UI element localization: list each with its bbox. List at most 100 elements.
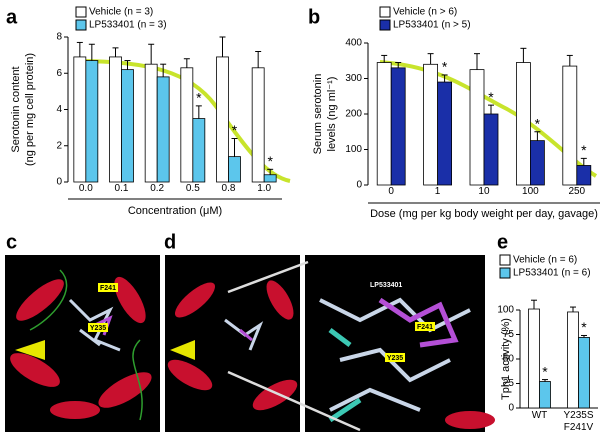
x-tick-label-box: 10 [478,186,490,197]
y-tick-label: 100 [345,144,362,155]
error-bar [566,54,573,67]
legend-label: LP533401 (n = 6) [513,268,591,279]
y-tick-label: 0 [356,180,362,191]
bar [516,62,531,186]
error-bar [112,47,119,57]
error-bar [488,104,494,114]
x-tick-label: 250 [568,186,586,197]
panel-letter: a [6,6,18,28]
error-bar [148,43,155,65]
residue-label: F241 [100,285,116,292]
legend-swatch [379,6,391,18]
error-bar [531,299,537,310]
bar [180,67,194,183]
error-bar [580,157,587,166]
bar [469,69,485,186]
bar [121,69,134,183]
bar [390,67,406,186]
bar [483,113,499,186]
x-tick-label-box: 1.0 [257,183,272,194]
panel-letter: b [308,6,320,28]
x-tick-label: 0.1 [114,183,129,194]
error-bar [88,43,95,61]
x-tick-label: 100 [522,186,539,197]
x-tick-label-box: 100 [522,186,539,197]
bar [576,165,592,186]
x-tick-label: 1 [434,186,441,197]
error-bar [267,168,274,175]
y-axis-label: Serotonin content [10,66,22,152]
x-tick-label-box: 1 [434,186,441,197]
significance-marker: * [581,142,587,158]
bar [562,65,578,186]
error-bar [195,105,202,119]
bar [144,63,158,183]
bar [85,60,99,183]
y-tick-label: 0 [56,177,62,188]
y-tick-label: 300 [345,73,362,84]
bar [73,56,87,183]
y-tick-label: 0 [508,403,514,414]
x-tick-label: 1.0 [257,183,272,194]
y-tick-label: 200 [345,109,362,120]
x-tick-label: 10 [478,186,490,197]
error-bar [124,60,131,70]
error-bar [581,334,587,338]
panel-letter: c [6,231,17,253]
legend-swatch [75,6,87,18]
y-tick-label: 4 [56,104,62,115]
x-tick-label: 0.8 [221,183,236,194]
error-bar [542,379,548,382]
bar [263,174,277,183]
error-bar [441,74,448,83]
error-bar [570,306,576,312]
panel-letter: d [164,231,176,253]
legend-swatch [499,267,511,279]
y-axis-label: (ng per mg cell protein) [24,53,36,166]
legend-label: LP533401 (n = 3) [89,20,167,31]
error-bar [219,36,226,57]
legend-label: Vehicle (n = 3) [89,7,153,18]
significance-marker: * [196,90,202,106]
x-tick-label: 0.2 [150,183,165,194]
significance-marker: * [488,89,494,105]
x-tick-label-box: 250 [568,186,586,197]
ligand-label: LP533401 [370,282,402,289]
bar [539,381,551,409]
y-tick-label: 2 [56,140,62,151]
bar [156,76,170,183]
error-bar [534,131,541,141]
error-bar [474,53,480,70]
error-bar [76,41,83,57]
significance-marker: * [535,115,541,131]
structure-image: LP533401 F241 Y235 [165,255,495,432]
x-axis-label: Dose (mg per kg body weight per day, gav… [370,208,598,220]
x-tick-label-box: 0.0 [78,183,93,194]
error-bar [381,54,388,63]
legend-swatch [499,254,511,266]
x-tick-label: 0.5 [185,183,200,194]
x-tick-label-box: 0.2 [150,183,165,194]
y-axis-label: Tph1 activity (%) [500,318,512,400]
error-bar [395,62,402,68]
legend-swatch [379,19,391,31]
legend-label: LP533401 (n > 5) [393,20,471,31]
bar [192,118,206,183]
x-tick-label: 0.0 [78,183,93,194]
error-bar [183,58,190,68]
bar [251,67,265,183]
bar [109,56,122,183]
legend-swatch [75,19,87,31]
residue-label: Y235 [387,355,403,362]
residue-label: F241 [417,324,433,331]
y-tick-label: 75 [503,329,515,340]
x-tick-label: 0 [388,186,394,197]
bar [228,156,241,183]
bar [530,140,545,186]
x-tick-label-box: 0.8 [221,183,236,194]
x-axis-label: Concentration (μM) [128,205,222,217]
bar [376,62,392,186]
x-tick-label-box: 0.5 [185,183,200,194]
significance-marker: * [442,59,448,75]
